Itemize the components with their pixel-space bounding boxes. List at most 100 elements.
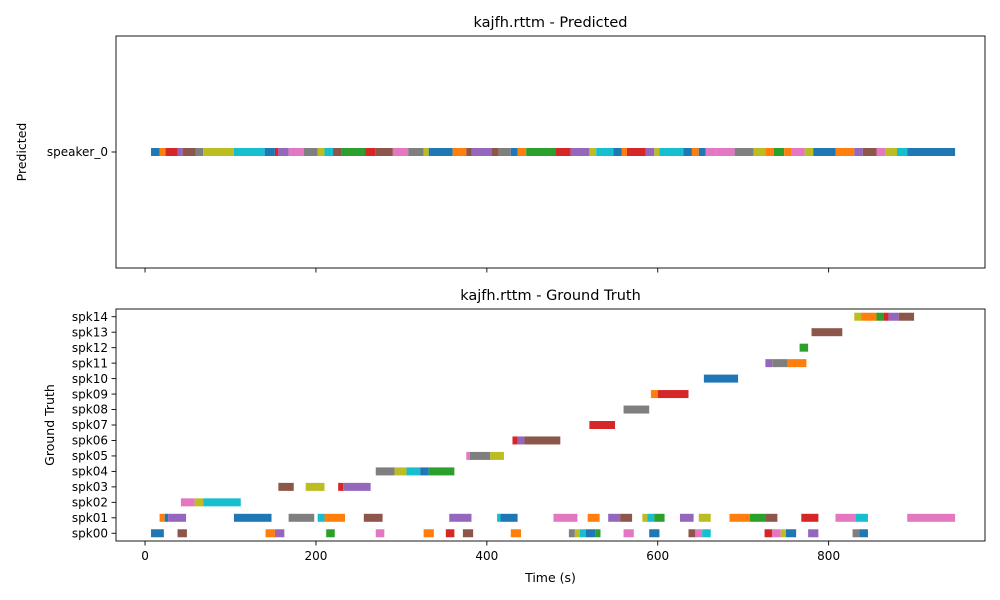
segment-bar [772,359,788,368]
segment-bar [623,529,634,538]
chart-title: kajfh.rttm - Predicted [474,15,628,31]
segment-bar [423,529,434,538]
y-tick-label: spk05 [72,449,108,463]
segment-bar [645,148,655,156]
y-axis-label: Ground Truth [42,384,57,466]
segment-bar [406,467,421,476]
x-tick-label: 400 [475,549,498,563]
segment-bar [303,148,318,156]
segment-bar [233,148,265,156]
segment-bar [654,148,660,156]
segment-bar [570,148,590,156]
segment-bar [168,513,187,522]
segment-bar [585,529,596,538]
segment-bar [589,421,616,429]
segment-bar [811,328,843,337]
segment-bar [365,148,376,156]
segment-bar [233,513,272,522]
segment-bar [896,148,908,156]
segment-bar [159,148,166,156]
y-tick-label: spk10 [72,372,108,386]
segment-bar [445,529,455,538]
segment-bar [341,148,366,156]
segment-bar [883,312,889,321]
x-tick-label: 600 [646,549,669,563]
segment-bar [907,148,956,156]
segment-bar [203,148,234,156]
segment-bar [333,148,342,156]
segment-bar [180,498,195,507]
segment-bar [698,148,706,156]
y-tick-label: spk09 [72,387,108,401]
segment-bar [885,148,897,156]
y-tick-label: spk12 [72,341,108,355]
segment-bar [729,513,751,522]
segment-bar [854,312,862,321]
segment-bar [705,148,716,156]
segment-bar [753,148,766,156]
segment-bar [500,513,518,522]
y-tick-label: spk06 [72,434,108,448]
segment-bar [324,513,345,522]
segment-bar [657,390,689,399]
segment-bar [471,148,492,156]
y-tick-label: spk03 [72,480,108,494]
segment-bar [876,312,884,321]
segment-bar [702,529,711,538]
segment-bar [375,467,395,476]
segment-bar [579,529,586,538]
segment-bar [861,312,877,321]
segment-bar [317,513,325,522]
segment-bar [791,148,805,156]
segment-bar [526,148,556,156]
segment-bar [159,513,165,522]
segment-bar [804,148,814,156]
segment-bar [876,148,886,156]
segment-bar [466,451,470,460]
segment-bar [498,148,511,156]
segment-bar [288,148,304,156]
y-axis-label: Predicted [14,123,29,182]
segment-bar [589,148,597,156]
segment-bar [854,148,863,156]
y-tick-label: spk00 [72,526,108,540]
segment-bar [642,513,648,522]
segment-bar [765,148,774,156]
segment-bar [326,529,335,538]
segment-bar [799,343,809,352]
segment-bar [596,148,614,156]
x-axis-label: Time (s) [524,570,576,585]
segment-bar [177,148,183,156]
segment-bar [750,513,766,522]
segment-bar [428,148,453,156]
x-tick-label: 0 [141,549,149,563]
y-tick-label: spk11 [72,356,108,370]
segment-bar [265,529,275,538]
segment-bar [288,513,315,522]
segment-bar [808,529,819,538]
plot-area [116,309,985,541]
predicted-panel: speaker_0 kajfh.rttm - Predicted Predicted [14,15,986,273]
segment-bar [165,148,178,156]
segment-bar [408,148,424,156]
y-tick-label: spk07 [72,418,108,432]
x-tick-label: 200 [304,549,327,563]
segment-bar [555,148,571,156]
segment-bar [195,148,204,156]
segment-bar [691,148,699,156]
segment-bar [608,513,621,522]
segment-bar [907,513,956,522]
segment-bar [392,148,409,156]
segment-bar [773,148,785,156]
segment-bar [274,148,279,156]
y-tick-label: spk01 [72,511,108,525]
y-tick-label: spk13 [72,325,108,339]
segment-bar [621,148,627,156]
segment-bar [650,390,658,399]
segment-bar [703,374,739,383]
segment-bar [587,513,600,522]
segment-bar [317,148,325,156]
segment-bar [765,513,778,522]
segment-bar [683,148,692,156]
